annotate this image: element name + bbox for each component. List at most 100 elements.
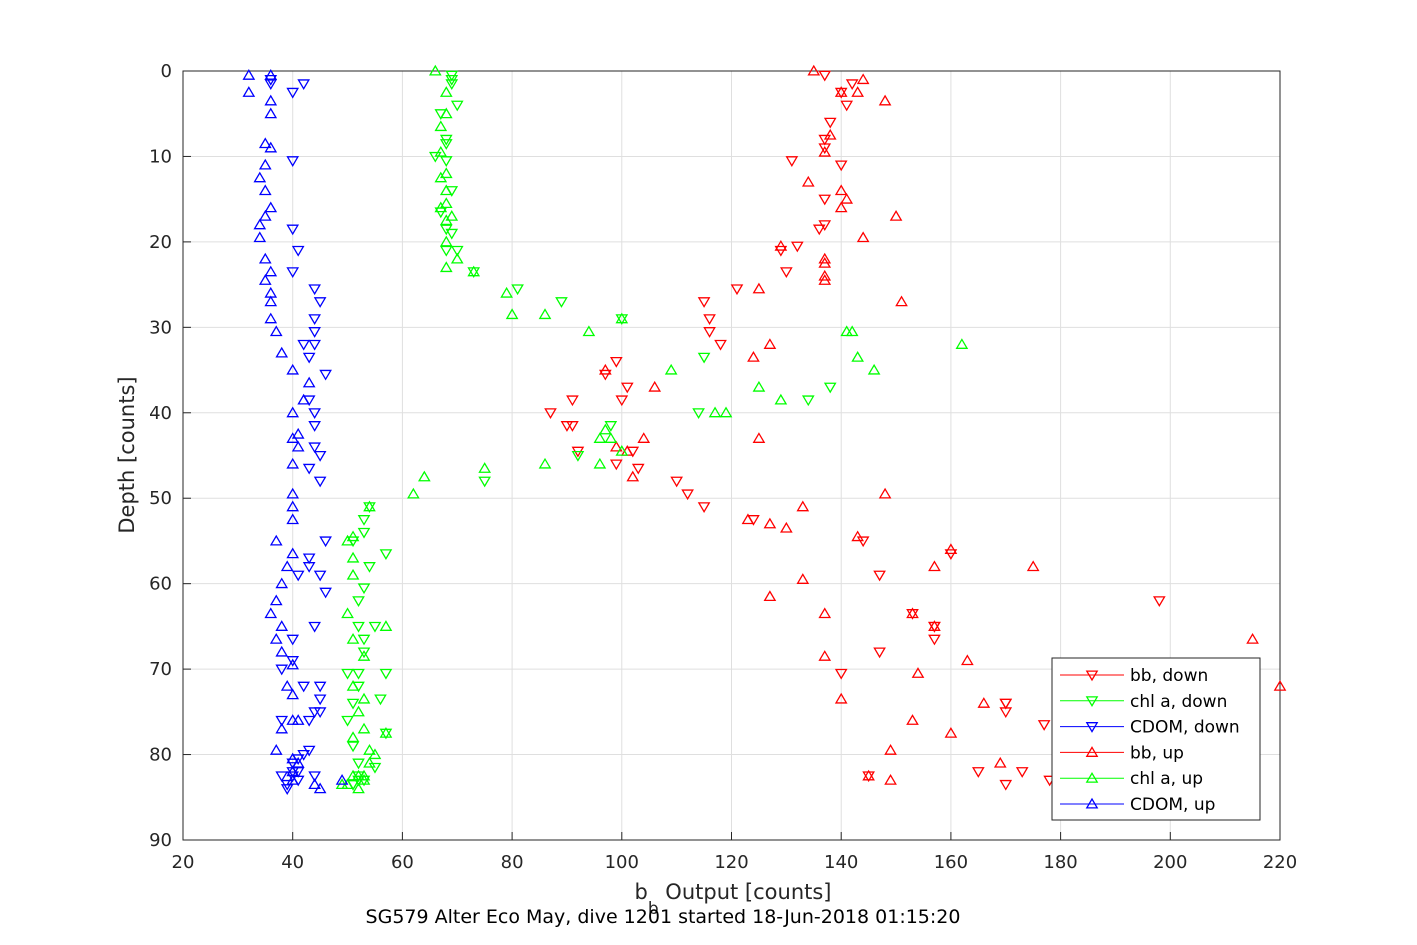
data-point (582, 325, 596, 337)
x-tick-label: 120 (714, 852, 748, 873)
data-point (308, 408, 321, 419)
data-point (302, 715, 316, 727)
data-point (505, 308, 519, 320)
data-point (538, 457, 552, 469)
data-point (955, 338, 969, 349)
data-point (346, 568, 360, 580)
data-point (906, 714, 919, 725)
x-tick-label: 160 (934, 852, 968, 873)
data-point (818, 252, 832, 264)
x-axis-label: bb Output [counts] (634, 880, 831, 919)
data-point (840, 100, 854, 112)
data-point (363, 744, 376, 755)
data-point (286, 771, 300, 783)
data-point (851, 86, 864, 97)
data-point (286, 224, 300, 236)
data-point (434, 207, 448, 219)
data-point (264, 141, 278, 153)
data-point (291, 440, 305, 452)
data-point (555, 297, 568, 308)
data-point (818, 269, 832, 281)
data-point (258, 158, 272, 170)
data-point (286, 457, 300, 469)
data-point (511, 284, 524, 296)
data-point (818, 194, 832, 206)
data-point (286, 688, 300, 700)
data-point (313, 570, 327, 582)
data-point (341, 534, 354, 546)
data-point (313, 476, 327, 488)
data-point (291, 245, 305, 257)
data-point (834, 160, 848, 172)
legend-label: CDOM, down (1130, 718, 1240, 738)
data-point (681, 489, 694, 501)
x-tick-label: 60 (391, 852, 414, 873)
data-point (264, 69, 278, 80)
data-point (790, 241, 804, 253)
data-point (264, 312, 278, 324)
data-point (269, 594, 283, 606)
data-point (450, 100, 464, 112)
data-point (878, 94, 892, 106)
data-point (439, 245, 453, 257)
data-point (313, 694, 327, 706)
legend-label: bb, up (1130, 743, 1184, 763)
data-point (823, 128, 837, 140)
data-point (774, 239, 788, 251)
data-point (1015, 767, 1029, 778)
data-point (341, 668, 354, 680)
legend-label: chl a, up (1130, 769, 1203, 789)
data-point (286, 87, 300, 99)
data-point (407, 487, 420, 499)
data-point (818, 134, 832, 146)
data-point (286, 406, 300, 418)
data-point (308, 284, 321, 296)
data-point (763, 517, 777, 529)
data-point (297, 393, 311, 405)
data-point (714, 339, 727, 351)
data-point (363, 500, 376, 512)
data-point (697, 297, 711, 308)
data-point (818, 257, 832, 268)
data-point (379, 620, 393, 631)
data-point (264, 265, 278, 277)
legend-label: chl a, down (1130, 692, 1227, 712)
x-tick-label: 200 (1153, 852, 1187, 873)
data-point (604, 432, 618, 443)
data-point (379, 549, 393, 560)
data-point (302, 553, 316, 565)
data-point (944, 726, 958, 738)
y-axis-ticks: 0 10 20 30 40 50 60 70 80 90 (149, 61, 191, 851)
data-point (807, 64, 821, 76)
data-point (834, 201, 848, 213)
data-point (609, 459, 623, 471)
data-point (302, 562, 316, 573)
data-point (928, 620, 941, 631)
x-tick-label: 180 (1043, 852, 1077, 873)
data-point (439, 139, 453, 150)
data-point (286, 634, 300, 646)
data-point (752, 282, 766, 294)
data-point (450, 252, 464, 264)
data-point (599, 423, 612, 435)
chart-caption: SG579 Alter Eco May, dive 1201 started 1… (366, 906, 961, 928)
data-point (253, 231, 267, 243)
y-axis-label: Depth [counts] (115, 376, 139, 533)
data-point (286, 773, 300, 785)
data-point (269, 325, 283, 337)
data-point (566, 421, 579, 432)
data-point (944, 549, 958, 560)
data-point (796, 573, 810, 584)
data-point (275, 664, 289, 676)
data-point (599, 369, 612, 381)
data-point (703, 327, 716, 338)
data-point (867, 363, 881, 375)
data-point (818, 607, 832, 619)
data-point (253, 218, 267, 230)
data-point (747, 351, 760, 362)
y-tick-label: 70 (149, 659, 172, 680)
data-point (308, 327, 321, 338)
data-point (862, 769, 875, 781)
data-point (944, 543, 958, 555)
data-point (242, 69, 256, 80)
